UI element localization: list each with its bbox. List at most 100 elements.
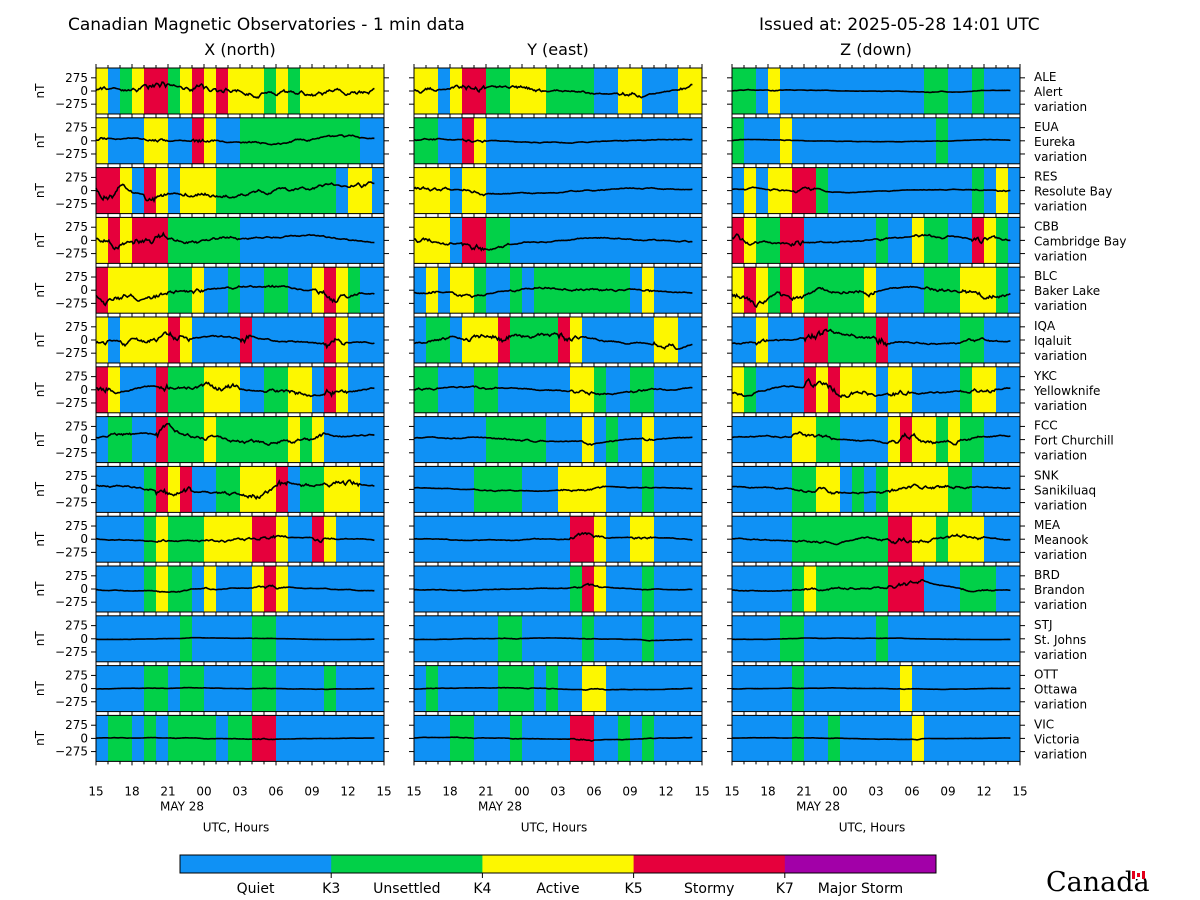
activity-band: [864, 516, 877, 563]
activity-band: [462, 566, 475, 612]
x-axis-label: UTC, Hours: [203, 820, 270, 834]
panel-eua-y: [409, 113, 707, 168]
activity-band: [570, 516, 583, 563]
activity-band: [522, 466, 535, 513]
activity-band: [108, 416, 121, 463]
x-tick-label: 15: [724, 784, 739, 798]
activity-band: [984, 416, 997, 463]
activity-band: [948, 217, 961, 264]
y-tick-label: 0: [80, 582, 88, 596]
activity-band: [462, 516, 475, 563]
activity-band: [864, 167, 877, 214]
activity-band: [780, 416, 793, 463]
activity-band: [522, 167, 535, 214]
activity-band: [876, 366, 889, 413]
activity-band: [606, 167, 619, 214]
panel-mea-y: [409, 512, 707, 567]
activity-band: [666, 117, 679, 164]
activity-band: [756, 267, 769, 314]
activity-band: [180, 317, 193, 363]
activity-band: [618, 516, 631, 563]
station-code: ALE: [1034, 70, 1056, 84]
y-tick-label: 0: [80, 233, 88, 247]
activity-band: [228, 267, 241, 314]
panel-fcc-x: [91, 412, 389, 467]
y-tick-label: 275: [65, 121, 88, 135]
activity-band: [414, 466, 427, 513]
activity-band: [204, 366, 217, 413]
activity-band: [498, 416, 511, 463]
activity-band: [324, 217, 337, 264]
legend-label: Major Storm: [818, 881, 903, 897]
activity-band: [780, 516, 793, 563]
activity-band: [666, 466, 679, 513]
station-tag: variation: [1034, 548, 1087, 562]
activity-band: [852, 267, 865, 314]
activity-band: [690, 167, 703, 214]
y-tick-label: 275: [65, 519, 88, 533]
activity-band: [276, 167, 289, 214]
activity-band: [156, 416, 169, 463]
activity-band: [606, 217, 619, 264]
activity-band: [414, 267, 427, 314]
activity-band: [498, 466, 511, 513]
activity-band: [132, 117, 145, 164]
activity-band: [156, 117, 169, 164]
activity-band: [534, 466, 547, 513]
activity-band: [438, 117, 451, 164]
panel-mea-x: [91, 512, 389, 567]
activity-band: [450, 566, 463, 612]
activity-band: [618, 466, 631, 513]
activity-band: [756, 167, 769, 214]
activity-band: [666, 516, 679, 563]
activity-band: [450, 117, 463, 164]
activity-band: [678, 267, 691, 314]
panel-vic-x: [91, 711, 389, 766]
activity-band: [486, 366, 499, 413]
activity-band: [96, 416, 109, 463]
activity-band: [804, 68, 817, 114]
variation-trace: [732, 637, 1011, 641]
activity-band: [912, 715, 925, 762]
activity-band: [414, 167, 427, 214]
activity-band: [156, 167, 169, 214]
variation-trace: [731, 186, 1011, 194]
activity-band: [450, 715, 463, 762]
activity-band: [780, 466, 793, 513]
activity-band: [594, 217, 607, 264]
x-tick-label: 00: [832, 784, 847, 798]
variation-trace: [95, 479, 375, 501]
activity-band: [816, 366, 829, 413]
activity-band: [1008, 366, 1021, 413]
activity-band: [900, 715, 913, 762]
activity-band: [912, 566, 925, 612]
x-tick-label: 12: [340, 784, 355, 798]
activity-band: [630, 317, 643, 363]
activity-band: [744, 167, 757, 214]
variation-trace: [413, 435, 693, 446]
activity-band: [498, 366, 511, 413]
panel-iqa-z: [727, 313, 1025, 367]
activity-band: [678, 117, 691, 164]
activity-band: [900, 267, 913, 314]
activity-band: [606, 317, 619, 363]
panel-ott-z: [727, 661, 1025, 716]
y-axis-label: nT: [33, 431, 47, 447]
activity-band: [690, 615, 703, 662]
activity-band: [744, 317, 757, 363]
activity-band: [228, 566, 241, 612]
activity-band: [228, 167, 241, 214]
activity-band: [618, 167, 631, 214]
variation-trace: [95, 422, 375, 446]
y-tick-label: −275: [55, 197, 88, 211]
activity-band: [486, 217, 499, 264]
y-axis-label: nT: [33, 581, 47, 597]
y-tick-label: 0: [80, 184, 88, 198]
variation-trace: [731, 533, 1011, 546]
activity-band: [972, 466, 985, 513]
